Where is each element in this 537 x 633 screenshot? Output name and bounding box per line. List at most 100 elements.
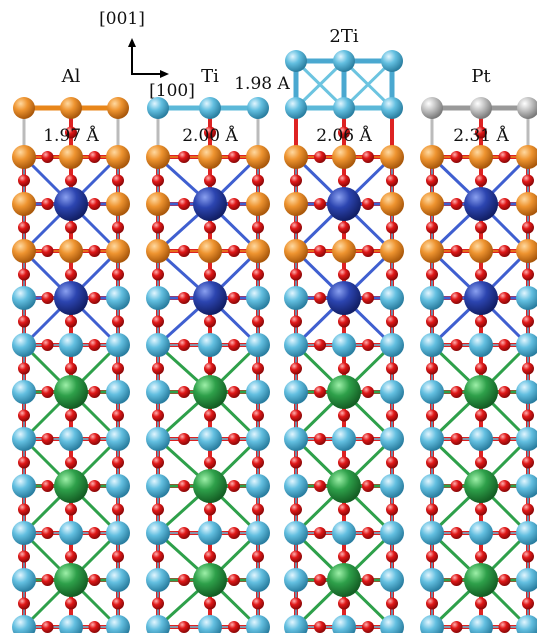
ti-atom [106, 521, 130, 545]
al-atom [284, 192, 308, 216]
b-site-atom [464, 281, 498, 315]
oxygen-atom [152, 362, 164, 375]
oxygen-atom [65, 174, 77, 187]
a-site-atom [464, 563, 498, 597]
oxygen-atom [475, 174, 487, 187]
oxygen-atom [426, 456, 438, 469]
oxygen-atom [18, 456, 30, 469]
bond-length-label: 2.31 Å [453, 125, 509, 146]
oxygen-atom [362, 198, 374, 210]
oxygen-atom [178, 480, 190, 492]
top-pt-atom [517, 97, 537, 119]
al-atom [198, 145, 222, 169]
oxygen-atom [228, 245, 240, 257]
oxygen-atom [498, 198, 511, 210]
oxygen-atom [18, 268, 30, 281]
al-atom [12, 192, 36, 216]
oxygen-atom [314, 386, 326, 398]
oxygen-atom [65, 597, 77, 610]
ti-atom [12, 521, 36, 545]
oxygen-atom [362, 433, 374, 445]
oxygen-atom [152, 409, 164, 422]
ti-atom [284, 474, 308, 498]
atoms [12, 97, 130, 633]
a-site-atom [54, 375, 88, 409]
oxygen-atom [338, 362, 350, 375]
ti-atom [12, 333, 36, 357]
top-ti-atom [333, 97, 355, 119]
oxygen-atom [386, 362, 398, 375]
oxygen-atom [362, 292, 374, 304]
al-atom [59, 239, 83, 263]
top-pt-atom [470, 97, 492, 119]
ti-atom [106, 286, 130, 310]
oxygen-atom [475, 503, 487, 516]
oxygen-atom [362, 245, 374, 257]
oxygen-atom [252, 597, 264, 610]
ti-atom [380, 568, 404, 592]
oxygen-atom [314, 480, 326, 492]
al-atom [469, 239, 493, 263]
axis-001-arrowhead [128, 38, 136, 47]
oxygen-atom [252, 550, 264, 563]
oxygen-atom [178, 433, 190, 445]
oxygen-atom [41, 245, 54, 257]
oxygen-atom [362, 480, 374, 492]
bond-length-label: 2.06 Å [316, 125, 372, 146]
ti-atom [516, 568, 537, 592]
oxygen-atom [204, 550, 216, 563]
oxygen-atom [178, 198, 190, 210]
oxygen-atom [522, 503, 534, 516]
top-al-atom [60, 97, 82, 119]
oxygen-atom [290, 268, 302, 281]
oxygen-atom [450, 198, 463, 210]
ti-atom [146, 427, 170, 451]
al-atom [198, 239, 222, 263]
oxygen-atom [314, 621, 326, 633]
al-atom [516, 239, 537, 263]
ti-atom [284, 521, 308, 545]
oxygen-atom [426, 409, 438, 422]
ti-atom [420, 615, 444, 633]
oxygen-atom [41, 574, 54, 586]
oxygen-atom [18, 221, 30, 234]
ti-atom [12, 474, 36, 498]
al-atom [146, 239, 170, 263]
ti-atom [469, 427, 493, 451]
bond-length-label: 1.97 Å [43, 125, 99, 146]
top-ti-atom [285, 50, 307, 72]
oxygen-atom [112, 362, 124, 375]
oxygen-atom [152, 503, 164, 516]
al-atom [12, 239, 36, 263]
ti-atom [198, 521, 222, 545]
oxygen-atom [41, 386, 54, 398]
oxygen-atom [112, 503, 124, 516]
ti-atom [12, 286, 36, 310]
ti-atom [420, 427, 444, 451]
oxygen-atom [314, 198, 326, 210]
oxygen-atom [290, 456, 302, 469]
oxygen-atom [88, 151, 101, 163]
ti-atom [146, 333, 170, 357]
oxygen-atom [88, 386, 101, 398]
oxygen-atom [18, 597, 30, 610]
oxygen-atom [498, 339, 511, 351]
oxygen-atom [426, 315, 438, 328]
al-atom [146, 192, 170, 216]
oxygen-atom [290, 221, 302, 234]
ti-atom [106, 615, 130, 633]
ti-atom [380, 286, 404, 310]
oxygen-atom [252, 409, 264, 422]
axis-indicator: [001] [100] [99, 9, 195, 101]
oxygen-atom [338, 409, 350, 422]
oxygen-atom [204, 268, 216, 281]
oxygen-atom [65, 126, 77, 139]
oxygen-atom [18, 362, 30, 375]
bond [294, 59, 346, 110]
ti-atom [59, 615, 83, 633]
oxygen-atom [426, 503, 438, 516]
top-ti-atom [333, 50, 355, 72]
oxygen-atom [290, 597, 302, 610]
oxygen-atom [41, 621, 54, 633]
